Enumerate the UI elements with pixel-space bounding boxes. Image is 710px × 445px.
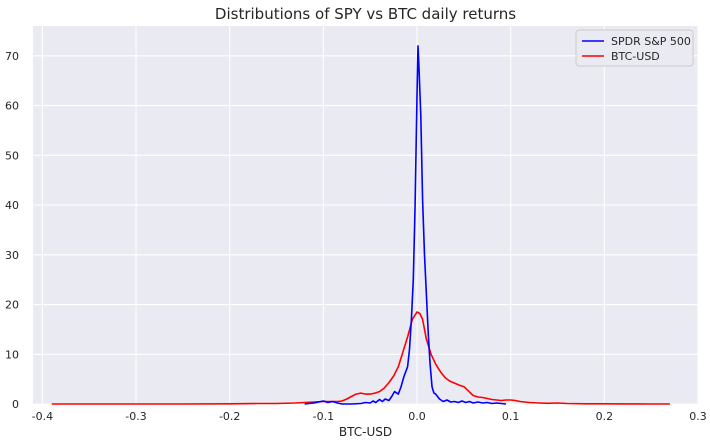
x-tick-label: 0.2 (596, 410, 614, 423)
x-axis-label: BTC-USD (339, 425, 392, 439)
y-tick-label: 20 (5, 299, 19, 312)
grid-y (33, 55, 698, 405)
x-tick-label: -0.2 (219, 410, 240, 423)
chart-title: Distributions of SPY vs BTC daily return… (215, 5, 516, 23)
x-tick-label: -0.4 (32, 410, 53, 423)
y-tick-labels: 0 10 20 30 40 50 60 70 (5, 50, 19, 411)
y-tick-label: 50 (5, 149, 19, 162)
x-tick-label: -0.1 (313, 410, 334, 423)
x-tick-label: 0.3 (689, 410, 707, 423)
y-tick-label: 40 (5, 199, 19, 212)
y-tick-label: 30 (5, 249, 19, 262)
series-line-spdr-s-p-500 (304, 45, 507, 405)
plot-area (33, 26, 698, 404)
legend: SPDR S&P 500 BTC-USD (575, 29, 694, 67)
y-tick-label: 0 (12, 398, 19, 411)
y-tick-label: 10 (5, 348, 19, 361)
x-tick-labels: -0.4 -0.3 -0.2 -0.1 0.0 0.1 0.2 0.3 (32, 410, 707, 423)
x-tick-label: -0.3 (125, 410, 146, 423)
series-layer (51, 45, 670, 405)
legend-box (575, 29, 694, 67)
x-tick-label: 0.1 (502, 410, 520, 423)
legend-label: SPDR S&P 500 (611, 35, 691, 48)
x-tick-label: 0.0 (408, 410, 426, 423)
y-tick-label: 60 (5, 100, 19, 113)
legend-label: BTC-USD (611, 50, 660, 63)
y-tick-label: 70 (5, 50, 19, 63)
